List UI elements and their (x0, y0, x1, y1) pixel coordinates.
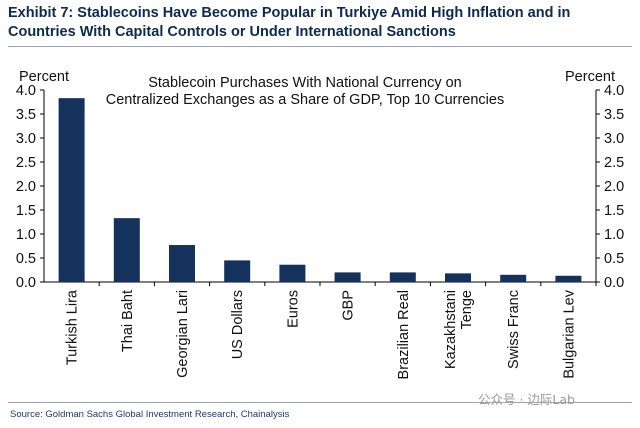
top-divider (8, 46, 632, 47)
y-axis-label-right: Percent (565, 69, 615, 85)
x-category-label: Euros (285, 290, 301, 328)
bar-euros (279, 264, 306, 282)
bar-chart: Stablecoin Purchases With National Curre… (16, 69, 624, 379)
bar-georgian-lari (169, 245, 195, 282)
bar-swiss-franc (500, 274, 527, 282)
chart-title-line: Stablecoin Purchases With National Curre… (148, 75, 462, 91)
chart-title-line: Centralized Exchanges as a Share of GDP,… (106, 92, 504, 108)
y-tick-label-left: 4.0 (16, 83, 36, 99)
x-category-label: Turkish Lira (65, 289, 81, 365)
y-axis-label-left: Percent (19, 69, 69, 85)
y-tick-label-right: 4.0 (604, 83, 624, 99)
y-tick-label-left: 3.0 (16, 131, 36, 147)
bar-us-dollars (224, 260, 251, 282)
y-tick-label-right: 2.0 (604, 179, 624, 195)
watermark-text: 公众号 · 边际Lab (478, 392, 575, 407)
x-category-label: Brazilian Real (396, 290, 412, 379)
y-tick-label-right: 1.5 (604, 203, 624, 219)
bottom-divider (8, 402, 632, 403)
x-category-label: Georgian Lari (175, 290, 191, 378)
x-category-label: Tenge (459, 290, 475, 330)
x-category-label: Thai Baht (120, 290, 136, 352)
bar-gbp (334, 272, 361, 282)
x-category-label: US Dollars (230, 290, 246, 359)
y-tick-label-left: 1.5 (16, 203, 36, 219)
y-tick-label-left: 2.0 (16, 179, 36, 195)
y-tick-label-right: 0.0 (604, 275, 624, 291)
y-tick-label-right: 0.5 (604, 251, 624, 267)
bar-thai-baht (113, 218, 140, 282)
bar-turkish-lira (58, 98, 85, 282)
bar-bulgarian-lev (555, 275, 582, 282)
y-tick-label-left: 2.5 (16, 155, 36, 171)
y-tick-label-left: 1.0 (16, 227, 36, 243)
y-tick-label-left: 0.5 (16, 251, 36, 267)
bar-brazilian-real (389, 272, 416, 282)
bar-kazakhstani-tenge (445, 273, 471, 282)
y-tick-label-right: 1.0 (604, 227, 624, 243)
x-category-label: GBP (341, 290, 357, 321)
x-category-label: Swiss Franc (506, 290, 522, 369)
source-note: Source: Goldman Sachs Global Investment … (10, 409, 290, 420)
y-tick-label-left: 3.5 (16, 107, 36, 123)
exhibit-title: Exhibit 7: Stablecoins Have Become Popul… (8, 5, 571, 40)
y-tick-label-right: 3.0 (604, 131, 624, 147)
y-tick-label-right: 2.5 (604, 155, 624, 171)
x-category-label: Kazakhstani (443, 290, 459, 369)
x-category-label: Bulgarian Lev (561, 289, 577, 378)
y-tick-label-left: 0.0 (16, 275, 36, 291)
y-tick-label-right: 3.5 (604, 107, 624, 123)
